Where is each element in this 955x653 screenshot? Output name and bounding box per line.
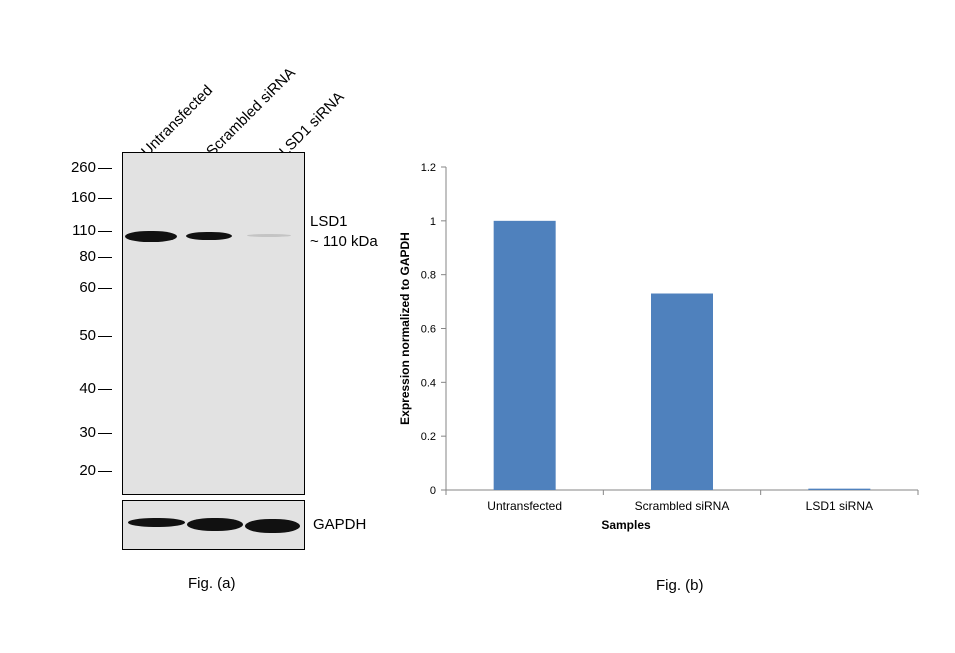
target-protein-label: LSD1 (310, 213, 348, 230)
mw-marker-80: 80 (79, 248, 96, 265)
mw-tick (98, 257, 112, 258)
x-axis-title: Samples (601, 518, 651, 532)
x-category-label: LSD1 siRNA (806, 499, 873, 513)
y-tick-label: 1.2 (421, 162, 436, 174)
loading-control-label: GAPDH (313, 516, 367, 533)
gapdh-band-untransfected (128, 518, 185, 527)
y-tick-label: 0.2 (421, 431, 436, 443)
gapdh-blot-panel (122, 500, 305, 550)
figure-b-caption: Fig. (b) (656, 577, 704, 594)
y-axis-title: Expression normalized to GAPDH (398, 232, 412, 425)
mw-tick (98, 288, 112, 289)
mw-tick (98, 433, 112, 434)
y-tick-label: 0.8 (421, 270, 436, 282)
mw-tick (98, 336, 112, 337)
mw-marker-20: 20 (79, 462, 96, 479)
target-size-label: ~ 110 kDa (310, 233, 378, 250)
mw-tick (98, 168, 112, 169)
bar (493, 220, 556, 491)
y-tick-label: 1 (430, 216, 436, 228)
y-tick-label: 0.6 (421, 324, 436, 336)
y-tick-label: 0 (430, 485, 436, 497)
bar (808, 488, 871, 490)
lsd1-band-lsd1-sirna (247, 234, 291, 237)
x-category-label: Scrambled siRNA (635, 499, 730, 513)
lsd1-blot-panel (122, 152, 305, 495)
gapdh-band-scrambled-sirna (187, 518, 243, 531)
bar (651, 293, 713, 490)
mw-tick (98, 231, 112, 232)
mw-tick (98, 389, 112, 390)
mw-tick (98, 471, 112, 472)
lsd1-band-scrambled-sirna (186, 232, 232, 240)
mw-marker-50: 50 (79, 327, 96, 344)
mw-marker-260: 260 (70, 159, 96, 176)
y-tick-label: 0.4 (421, 377, 436, 389)
mw-marker-60: 60 (79, 279, 96, 296)
mw-marker-110: 110 (72, 222, 96, 239)
mw-marker-30: 30 (79, 424, 96, 441)
mw-tick (98, 198, 112, 199)
figure-a-caption: Fig. (a) (188, 575, 236, 592)
gapdh-band-lsd1-sirna (245, 519, 300, 533)
mw-marker-160: 160 (70, 189, 96, 206)
mw-marker-40: 40 (79, 380, 96, 397)
x-category-label: Untransfected (487, 499, 562, 513)
lsd1-band-untransfected (125, 231, 177, 242)
